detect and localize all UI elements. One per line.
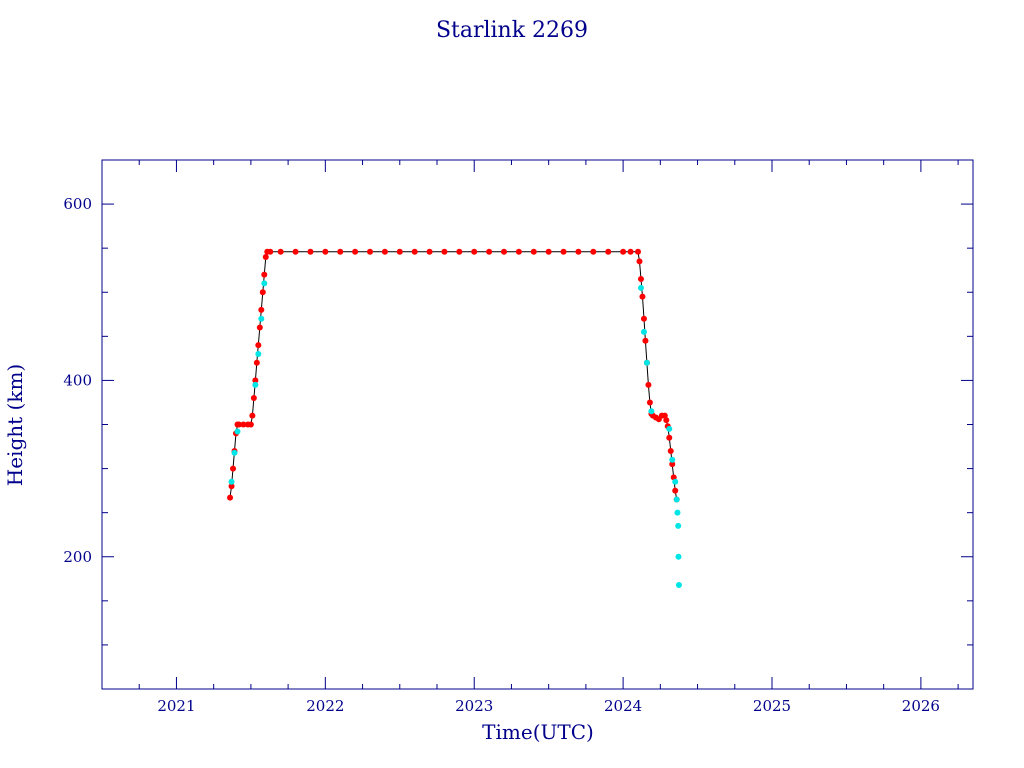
x-axis-label: Time(UTC) [482, 720, 594, 744]
data-point [501, 248, 507, 255]
y-tick-label: 400 [63, 371, 92, 389]
data-point-secondary [675, 522, 682, 529]
data-point-secondary [648, 408, 655, 415]
data-point [250, 395, 257, 402]
data-point [486, 248, 493, 255]
height-trace-line [229, 251, 678, 500]
data-point [640, 315, 647, 322]
data-point-secondary [258, 315, 265, 322]
y-tick-label: 200 [63, 548, 92, 566]
data-point-secondary [673, 496, 680, 503]
data-point [666, 434, 673, 441]
data-point-secondary [261, 280, 268, 287]
y-axis-label: Height (km) [3, 364, 27, 486]
data-point [381, 248, 388, 255]
data-point [636, 258, 643, 265]
data-point [352, 248, 359, 255]
data-point [230, 465, 237, 472]
data-point [545, 248, 552, 255]
x-tick-label: 2025 [753, 697, 791, 715]
data-point-secondary [228, 478, 235, 485]
data-point-secondary [637, 284, 644, 291]
x-tick-label: 2023 [455, 697, 493, 715]
data-point [396, 248, 403, 255]
data-point-secondary [252, 381, 259, 388]
data-point [307, 248, 314, 255]
data-point [646, 399, 653, 406]
data-point [258, 306, 265, 313]
data-point [441, 248, 448, 255]
data-points [227, 248, 682, 588]
data-point-secondary [672, 478, 679, 485]
data-point [227, 494, 234, 501]
data-point-secondary [234, 428, 241, 435]
data-point [639, 293, 646, 300]
data-point [620, 248, 627, 255]
x-tick-label: 2024 [604, 697, 642, 715]
data-point-secondary [674, 509, 681, 516]
data-point-secondary [255, 350, 262, 357]
data-point [471, 248, 478, 255]
data-point [277, 248, 284, 255]
data-point [249, 412, 256, 419]
data-point [672, 487, 679, 494]
data-point-secondary [640, 328, 647, 335]
data-point [228, 483, 235, 490]
data-point [256, 324, 263, 331]
plot-frame [101, 159, 974, 690]
data-point [255, 342, 262, 349]
data-point [645, 381, 652, 388]
data-point-secondary [669, 456, 676, 463]
data-point [262, 253, 269, 260]
data-point [240, 421, 247, 428]
data-point [253, 359, 260, 366]
data-point [669, 461, 676, 468]
data-point [642, 337, 649, 344]
data-point [247, 421, 254, 428]
data-point [456, 248, 463, 255]
data-point-secondary [666, 425, 673, 432]
x-tick-label: 2022 [306, 697, 344, 715]
data-point [252, 377, 259, 384]
data-point [605, 248, 612, 255]
data-point [637, 276, 644, 283]
data-point [590, 248, 597, 255]
chart-title: Starlink 2269 [436, 18, 588, 43]
data-point-secondary [675, 553, 682, 560]
data-point [663, 417, 670, 424]
data-point [267, 248, 274, 255]
data-point [667, 447, 674, 454]
x-tick-label: 2026 [902, 697, 940, 715]
data-point [635, 248, 641, 255]
data-point [530, 248, 537, 255]
data-point [627, 248, 634, 255]
tick-labels: 2021 2022 2023 2024 2025 2026 200 400 600 [63, 195, 940, 715]
data-point [261, 271, 268, 278]
data-point [367, 248, 373, 255]
data-point [575, 248, 582, 255]
data-point [337, 248, 344, 255]
data-point [322, 248, 329, 255]
data-point-secondary [675, 581, 682, 588]
data-point-secondary [231, 449, 238, 456]
data-point [560, 248, 567, 255]
data-point [259, 289, 266, 296]
data-point [235, 421, 242, 428]
data-point [411, 248, 418, 255]
y-tick-label: 600 [63, 195, 92, 213]
axis-ticks [101, 159, 973, 690]
data-point-secondary [643, 359, 650, 366]
data-point [292, 248, 299, 255]
data-point [515, 248, 522, 255]
data-point [426, 248, 433, 255]
x-tick-label: 2021 [157, 697, 195, 715]
